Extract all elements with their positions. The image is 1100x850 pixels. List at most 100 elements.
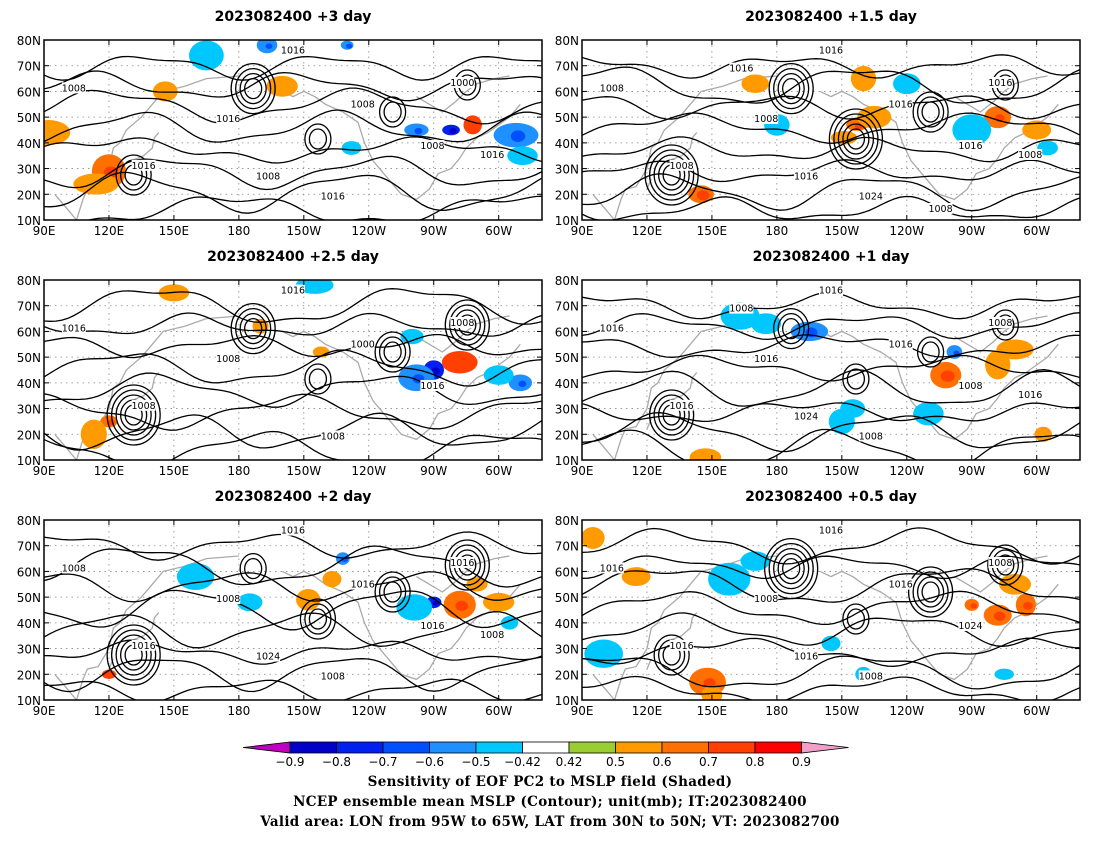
lat-label: 50N bbox=[17, 591, 41, 605]
map-panel: 2023082400 +2.5 day 1016 1016 1008 1000 1008 1… bbox=[17, 249, 543, 478]
lat-label: 60N bbox=[555, 325, 579, 339]
contour-label: 1016 bbox=[420, 621, 444, 632]
sensitivity-core bbox=[265, 43, 273, 49]
contour-label: 1008 bbox=[928, 204, 952, 215]
sensitivity-patch bbox=[482, 592, 515, 612]
colorbar: −0.9 −0.8 −0.7 −0.6 −0.5 −0.42 0.42 0.5 0.6 0.7 0.… bbox=[242, 741, 849, 769]
sensitivity-patch bbox=[1022, 120, 1052, 140]
mslp-closed-contour bbox=[987, 544, 1024, 586]
contour-label: 1016 bbox=[670, 641, 694, 652]
mslp-closed-contour bbox=[916, 96, 945, 128]
contour-label: 1016 bbox=[819, 286, 843, 297]
mslp-closed-contour bbox=[912, 571, 949, 613]
lon-label: 60W bbox=[485, 464, 512, 478]
lon-label: 150W bbox=[824, 464, 859, 478]
contour-label: 1016 bbox=[281, 526, 305, 537]
mslp-closed-contour bbox=[842, 123, 870, 155]
map-frame bbox=[581, 39, 1081, 221]
mslp-closed-contour bbox=[110, 389, 157, 441]
lon-label: 120E bbox=[94, 704, 125, 718]
lat-label: 50N bbox=[17, 351, 41, 365]
sensitivity-patch bbox=[466, 577, 488, 592]
lon-label: 150W bbox=[824, 224, 859, 238]
mslp-contour bbox=[582, 173, 1080, 212]
mslp-contour bbox=[44, 333, 542, 359]
panel-title: 2023082400 +3 day bbox=[215, 9, 372, 25]
contour-label: 1016 bbox=[62, 323, 86, 334]
sensitivity-core bbox=[414, 127, 423, 135]
contour-label: 1024 bbox=[859, 191, 883, 202]
colorbar-swatch bbox=[754, 741, 802, 754]
sensitivity-patch bbox=[913, 402, 944, 426]
lat-label: 70N bbox=[17, 540, 41, 554]
lon-label: 90E bbox=[33, 224, 56, 238]
sensitivity-patch bbox=[266, 75, 298, 97]
mslp-closed-contour bbox=[110, 629, 157, 681]
map-panel: 2023082400 +0.5 day 1016 1016 1008 1016 1008 1… bbox=[555, 489, 1081, 718]
map-panel: 2023082400 +2 day 1016 1008 1016 1016 1008 101… bbox=[17, 489, 543, 718]
sensitivity-patch bbox=[821, 635, 841, 652]
colorbar-swatch bbox=[708, 741, 756, 754]
lat-label: 80N bbox=[555, 514, 579, 528]
sensitivity-patch bbox=[850, 65, 877, 92]
lon-label: 180 bbox=[765, 704, 788, 718]
mslp-closed-contour bbox=[239, 72, 267, 105]
lon-label: 150E bbox=[697, 224, 728, 238]
map-panel: 2023082400 +1.5 day 1016 1008 1016 1016 1008 1… bbox=[555, 9, 1081, 238]
lat-label: 60N bbox=[17, 85, 41, 99]
colorbar-label: −0.7 bbox=[368, 755, 397, 769]
panel-title: 2023082400 +1.5 day bbox=[745, 9, 917, 25]
mslp-contour bbox=[44, 55, 542, 81]
sensitivity-patch bbox=[322, 571, 342, 588]
lat-label: 20N bbox=[17, 188, 41, 202]
sensitivity-patch bbox=[952, 114, 992, 146]
contour-label: 1008 bbox=[859, 431, 883, 442]
mslp-closed-contour bbox=[842, 363, 870, 395]
contour-label: 1016 bbox=[351, 580, 375, 591]
mslp-closed-contour bbox=[782, 77, 801, 100]
mslp-closed-contour bbox=[230, 62, 276, 115]
mslp-contour bbox=[44, 430, 542, 460]
contour-label: 1016 bbox=[670, 401, 694, 412]
lat-label: 10N bbox=[555, 214, 579, 228]
lon-label: 180 bbox=[227, 704, 250, 718]
mslp-contour bbox=[44, 611, 542, 649]
coastline bbox=[646, 658, 652, 670]
lat-label: 70N bbox=[555, 300, 579, 314]
mslp-closed-contour bbox=[764, 537, 819, 600]
lon-label: 180 bbox=[227, 464, 250, 478]
sensitivity-patch bbox=[996, 339, 1034, 360]
mslp-contour bbox=[582, 369, 1080, 407]
mslp-closed-contour bbox=[921, 101, 940, 123]
mslp-closed-contour bbox=[308, 128, 328, 150]
mslp-contour bbox=[582, 612, 1080, 647]
mslp-closed-contour bbox=[782, 317, 801, 340]
contour-label: 1008 bbox=[670, 161, 694, 172]
lat-label: 50N bbox=[555, 591, 579, 605]
mslp-closed-contour bbox=[378, 576, 407, 608]
lon-label: 120W bbox=[889, 704, 924, 718]
mslp-contour bbox=[582, 112, 1080, 144]
sensitivity-patch bbox=[893, 73, 921, 95]
coastline bbox=[592, 75, 777, 220]
panel-title: 2023082400 +2 day bbox=[215, 489, 372, 505]
mslp-closed-contour bbox=[304, 123, 332, 155]
lon-label: 180 bbox=[765, 464, 788, 478]
lon-label: 90W bbox=[420, 464, 447, 478]
caption-line-3: Valid area: LON from 95W to 65W, LAT fro… bbox=[260, 814, 840, 830]
lon-label: 120W bbox=[351, 224, 386, 238]
lat-label: 60N bbox=[555, 85, 579, 99]
colorbar-label: −0.8 bbox=[322, 755, 351, 769]
mslp-contour bbox=[582, 428, 1080, 460]
mslp-closed-contour bbox=[912, 91, 949, 133]
contour-label: 1024 bbox=[256, 652, 280, 663]
lon-label: 90W bbox=[958, 464, 985, 478]
lat-label: 40N bbox=[17, 137, 41, 151]
map-frame bbox=[43, 39, 543, 221]
lon-label: 60W bbox=[485, 224, 512, 238]
colorbar-swatch bbox=[336, 741, 384, 754]
mslp-closed-contour bbox=[777, 312, 805, 345]
lat-label: 80N bbox=[17, 274, 41, 288]
coastline bbox=[668, 372, 698, 402]
